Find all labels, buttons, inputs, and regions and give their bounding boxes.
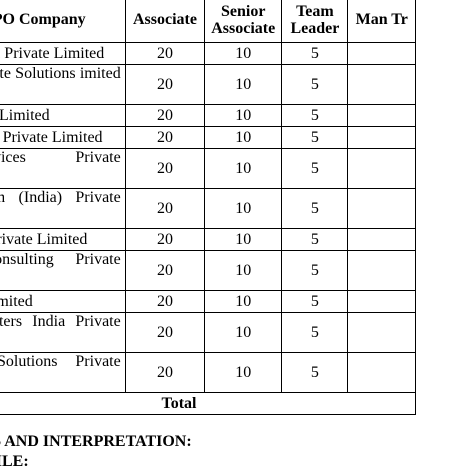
manager-trainer-count-cell (347, 352, 416, 393)
manager-trainer-count-cell (347, 290, 416, 313)
section-heading-profile: FILE: (0, 453, 29, 470)
manager-trainer-count-cell (347, 228, 416, 251)
header-associate: Associate (124, 0, 206, 43)
team-leader-count-cell: 5 (281, 290, 349, 313)
team-leader-count-cell: 5 (281, 250, 349, 291)
manager-trainer-count-cell (347, 126, 416, 149)
company-name-cell: Serve Private Limited (0, 228, 126, 251)
senior-associate-count-cell: 10 (204, 352, 283, 393)
associate-count-cell: 20 (124, 250, 206, 291)
senior-associate-count-cell: 10 (204, 312, 283, 353)
header-bpo-company: BPO Company (0, 0, 126, 43)
header-manager-trainer: Man Tr (347, 0, 416, 43)
company-name-cell: Corporate Solutions imited (0, 64, 126, 105)
associate-count-cell: 20 (124, 42, 206, 65)
table-header-row: BPO Company Associate Senior Associate T… (0, 0, 416, 43)
section-heading-analysis: IS AND INTERPRETATION: (0, 433, 192, 450)
manager-trainer-count-cell (347, 250, 416, 291)
total-label: Total (0, 392, 416, 415)
header-senior-associate: Senior Associate (204, 0, 283, 43)
team-leader-count-cell: 5 (281, 64, 349, 105)
team-leader-count-cell: 5 (281, 188, 349, 229)
bpo-staff-table: BPO Company Associate Senior Associate T… (0, 0, 416, 415)
header-team-leader: Team Leader (281, 0, 349, 43)
senior-associate-count-cell: 10 (204, 290, 283, 313)
team-leader-count-cell: 5 (281, 352, 349, 393)
manager-trainer-count-cell (347, 42, 416, 65)
company-name-cell: Teleservices Private (0, 148, 126, 189)
associate-count-cell: 20 (124, 64, 206, 105)
team-leader-count-cell: 5 (281, 228, 349, 251)
senior-associate-count-cell: 10 (204, 250, 283, 291)
company-name-cell: nfotech Limited (0, 104, 126, 127)
company-name-cell: ivate Limited (0, 290, 126, 313)
senior-associate-count-cell: 10 (204, 126, 283, 149)
team-leader-count-cell: 5 (281, 126, 349, 149)
associate-count-cell: 20 (124, 290, 206, 313)
senior-associate-count-cell: 10 (204, 104, 283, 127)
senior-associate-count-cell: 10 (204, 64, 283, 105)
company-name-cell: Infotech Private Limited (0, 42, 126, 65)
associate-count-cell: 20 (124, 104, 206, 127)
manager-trainer-count-cell (347, 188, 416, 229)
total-row: Total (0, 392, 416, 415)
company-name-cell: IT Consulting Private (0, 250, 126, 291)
team-leader-count-cell: 5 (281, 148, 349, 189)
associate-count-cell: 20 (124, 188, 206, 229)
associate-count-cell: 20 (124, 126, 206, 149)
team-leader-count-cell: 5 (281, 42, 349, 65)
manager-trainer-count-cell (347, 148, 416, 189)
team-leader-count-cell: 5 (281, 104, 349, 127)
associate-count-cell: 20 (124, 148, 206, 189)
senior-associate-count-cell: 10 (204, 188, 283, 229)
team-leader-count-cell: 5 (281, 312, 349, 353)
company-name-cell: all Centers India Private (0, 312, 126, 353)
manager-trainer-count-cell (347, 64, 416, 105)
senior-associate-count-cell: 10 (204, 228, 283, 251)
company-name-cell: vice.com (India) Private (0, 188, 126, 229)
associate-count-cell: 20 (124, 312, 206, 353)
senior-associate-count-cell: 10 (204, 148, 283, 189)
manager-trainer-count-cell (347, 104, 416, 127)
company-name-cell: olutions Private Limited (0, 126, 126, 149)
senior-associate-count-cell: 10 (204, 42, 283, 65)
manager-trainer-count-cell (347, 312, 416, 353)
company-name-cell: KPO Solutions Private (0, 352, 126, 393)
associate-count-cell: 20 (124, 352, 206, 393)
associate-count-cell: 20 (124, 228, 206, 251)
